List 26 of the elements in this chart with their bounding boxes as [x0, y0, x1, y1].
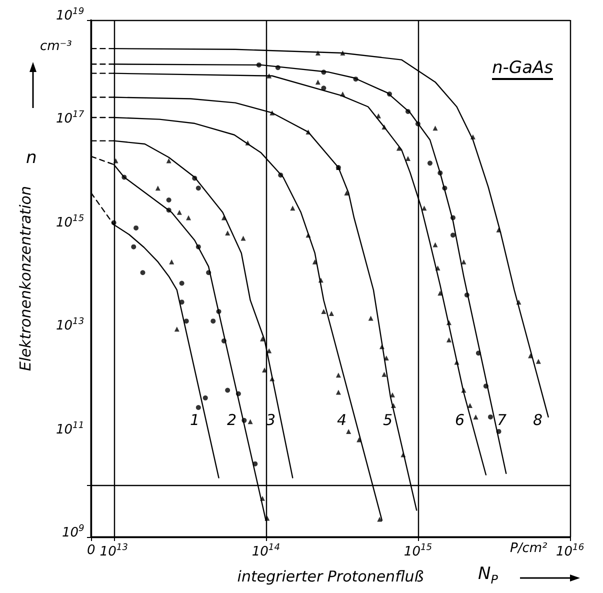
y-tick-label: 10$^{11}$ [56, 420, 84, 437]
annotation: 7 [497, 411, 507, 429]
y-tick-label: 10$^{19}$ [56, 7, 84, 24]
text: cm⁻³ [40, 39, 72, 54]
x-axis-title: integrierter Protonenfluß [237, 568, 424, 586]
x-tick-label: 10$^{16}$ [556, 543, 584, 560]
annotation: 1 [190, 411, 200, 429]
y-tick-label: 10$^{15}$ [56, 214, 84, 230]
y-tick-label: 10$^{9}$ [62, 524, 84, 540]
text: P/cm² [510, 541, 548, 556]
annotation: 4 [337, 411, 347, 429]
annotation: 5 [383, 411, 393, 429]
text: N$_{P}$ [478, 564, 498, 586]
y-tick-label: 10$^{13}$ [56, 317, 84, 334]
x-tick-label: 10$^{13}$ [100, 543, 128, 560]
annotation: 2 [227, 411, 237, 429]
annotation: n-GaAs [488, 58, 557, 83]
annotation: 6 [455, 411, 465, 429]
x-tick-label: 0 [87, 543, 96, 558]
text: n [26, 148, 37, 168]
x-tick-label: 10$^{14}$ [252, 543, 280, 560]
x-tick-label: 10$^{15}$ [404, 543, 432, 560]
annotation: 8 [533, 411, 543, 429]
y-axis-title: Elektronenkonzentration [16, 186, 34, 371]
annotation: 3 [266, 411, 276, 429]
y-tick-label: 10$^{17}$ [56, 110, 84, 127]
